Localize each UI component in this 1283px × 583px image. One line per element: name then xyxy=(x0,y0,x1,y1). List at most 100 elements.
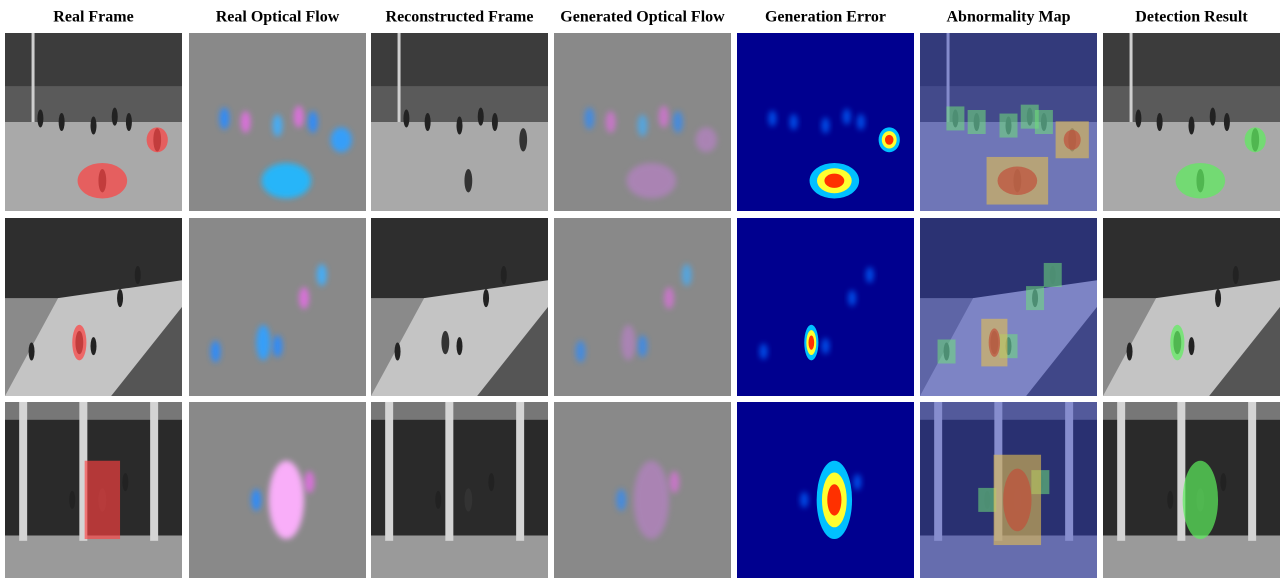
person xyxy=(126,113,132,131)
person xyxy=(425,113,431,131)
floor xyxy=(5,536,182,579)
column-header: Detection Result xyxy=(1135,9,1248,26)
pillar xyxy=(150,402,158,541)
panel xyxy=(1103,218,1280,396)
heat-box xyxy=(1000,114,1018,138)
panel xyxy=(554,402,731,578)
person xyxy=(478,108,484,126)
error-blob xyxy=(824,174,844,188)
person xyxy=(464,488,472,511)
panel xyxy=(371,33,548,211)
anomaly-mask xyxy=(1170,325,1184,361)
flow-blob xyxy=(241,111,251,133)
pillar xyxy=(19,402,27,541)
pillar xyxy=(445,402,453,541)
person xyxy=(457,337,463,355)
flow-blob xyxy=(638,335,648,357)
panel xyxy=(189,218,366,396)
floor xyxy=(1103,536,1280,579)
flow-blob xyxy=(616,489,626,511)
anomaly-mask xyxy=(85,461,120,539)
column-header: Real Optical Flow xyxy=(216,9,340,26)
pillar xyxy=(1117,402,1125,541)
heat-box xyxy=(1026,286,1044,310)
flow-blob xyxy=(308,111,318,133)
person xyxy=(457,117,463,135)
error-blob xyxy=(768,110,776,126)
person xyxy=(1135,109,1141,127)
person xyxy=(117,289,123,307)
flow-blob xyxy=(304,471,314,493)
flow-blob xyxy=(584,107,594,129)
person xyxy=(29,343,35,361)
person xyxy=(519,128,527,151)
flow-blob xyxy=(664,287,674,309)
flow-blob xyxy=(634,461,669,539)
panel xyxy=(920,33,1097,211)
person xyxy=(464,169,472,192)
person xyxy=(69,491,75,509)
error-blob xyxy=(866,267,874,283)
flow-blob xyxy=(621,325,635,361)
person xyxy=(91,337,97,355)
flow-blob xyxy=(576,341,586,363)
person xyxy=(37,109,43,127)
flow-blob xyxy=(606,111,616,133)
heat-tint xyxy=(920,218,1097,396)
error-blob xyxy=(800,492,808,508)
flow-blob xyxy=(696,127,717,152)
error-blob xyxy=(885,135,893,145)
error-blob xyxy=(827,484,841,515)
person xyxy=(91,117,97,135)
column-header: Generated Optical Flow xyxy=(560,9,725,26)
anomaly-mask xyxy=(1245,127,1266,152)
pillar xyxy=(385,402,393,541)
panel xyxy=(5,33,182,211)
person xyxy=(395,343,401,361)
flow-blob xyxy=(627,163,677,199)
heat-core xyxy=(998,167,1038,195)
person xyxy=(1224,113,1230,131)
floor xyxy=(371,536,548,579)
panel xyxy=(1103,402,1280,578)
flow-blob xyxy=(299,287,309,309)
error-blob xyxy=(857,114,865,130)
person xyxy=(501,266,507,284)
flow-blob xyxy=(219,107,229,129)
error-blob xyxy=(790,114,798,130)
heat-core xyxy=(1003,469,1031,532)
person xyxy=(1167,491,1173,509)
error-blob xyxy=(822,118,830,134)
person xyxy=(1157,113,1163,131)
error-blob xyxy=(853,474,861,490)
heat-box xyxy=(968,110,986,134)
flow-blob xyxy=(638,115,648,137)
flow-blob xyxy=(659,106,669,128)
flow-blob xyxy=(669,471,679,493)
flow-bg xyxy=(554,218,731,396)
flow-blob xyxy=(262,163,312,199)
heat-box xyxy=(978,488,996,512)
heat-core xyxy=(1064,130,1081,150)
error-blob xyxy=(848,290,856,306)
person xyxy=(1127,343,1133,361)
heat-core xyxy=(989,328,1000,356)
person xyxy=(122,473,128,491)
column-header: Generation Error xyxy=(765,9,886,26)
panel xyxy=(189,33,366,211)
flow-blob xyxy=(673,111,683,133)
anomaly-mask xyxy=(1183,461,1218,539)
column-header: Reconstructed Frame xyxy=(386,9,534,26)
flow-blob xyxy=(251,489,261,511)
person xyxy=(1233,266,1239,284)
panel xyxy=(737,402,914,578)
flow-blob xyxy=(331,127,352,152)
flow-blob xyxy=(273,335,283,357)
flow-blob xyxy=(256,325,270,361)
person xyxy=(1189,117,1195,135)
error-bg xyxy=(737,218,914,396)
flow-blob xyxy=(682,264,692,286)
error-blob xyxy=(822,338,830,354)
heat-box xyxy=(938,340,956,364)
flow-blob xyxy=(294,106,304,128)
